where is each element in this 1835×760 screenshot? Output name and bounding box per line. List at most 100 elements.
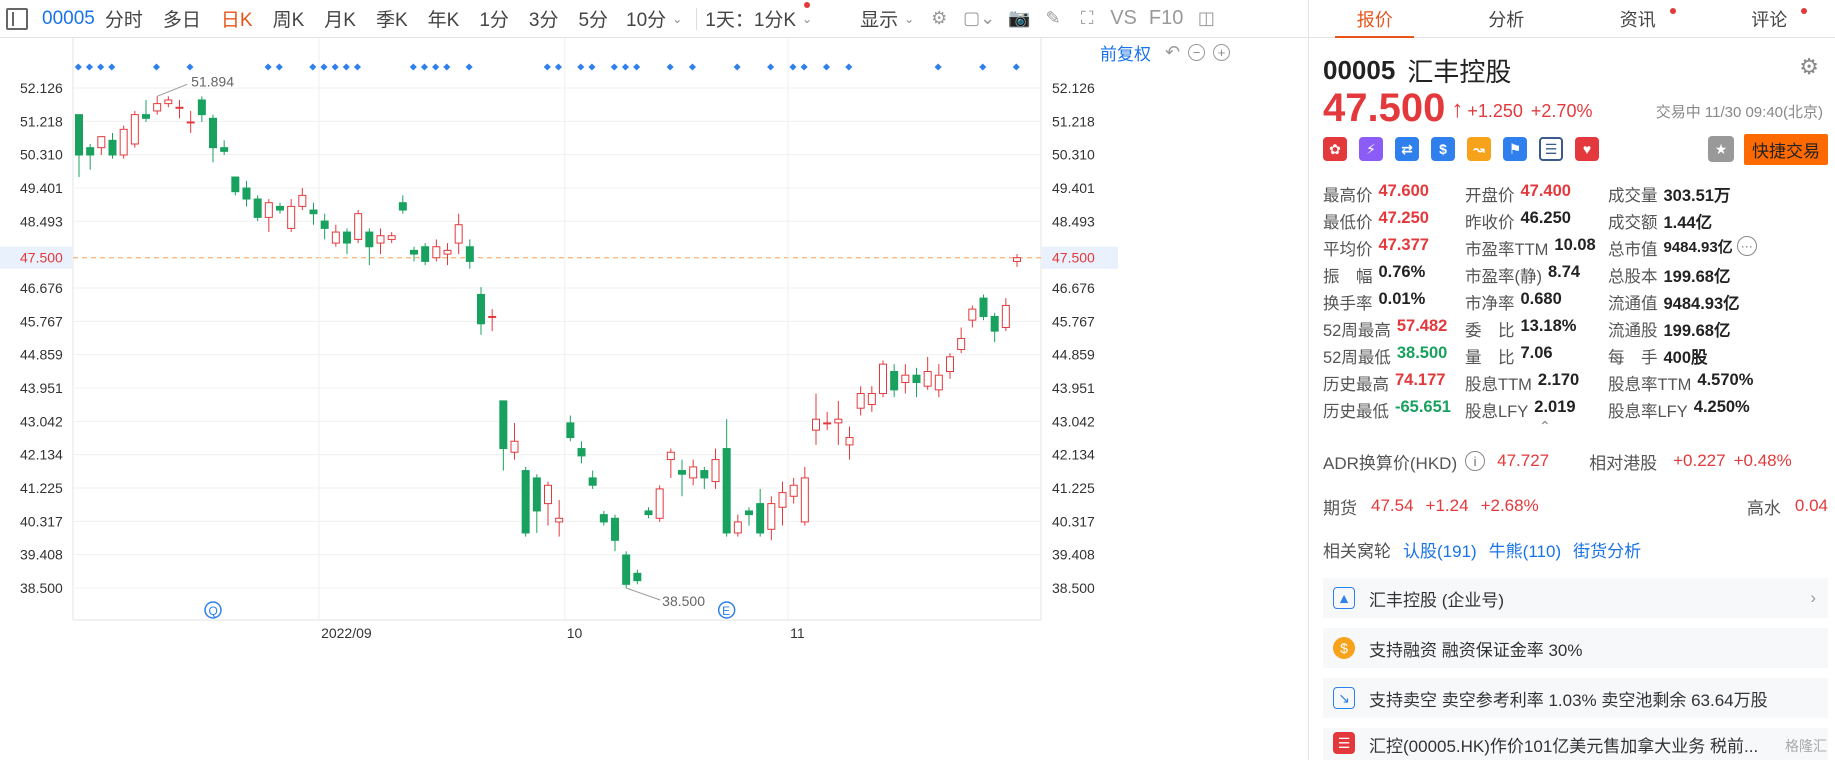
y-tick-label: 46.676: [1052, 280, 1095, 296]
hk-flower-icon[interactable]: ✿: [1323, 137, 1347, 161]
stat-cell: 市净率 0.680: [1465, 290, 1608, 314]
event-marker: [309, 63, 317, 71]
tag-icon[interactable]: ⚑: [1503, 137, 1527, 161]
zoom-in-icon[interactable]: +: [1213, 44, 1231, 61]
quick-trade-button[interactable]: 快捷交易: [1744, 133, 1828, 165]
sidebar-toggle-icon[interactable]: [6, 7, 28, 30]
warrants-link[interactable]: 认股(191): [1403, 541, 1477, 561]
building-icon: ▲: [1333, 587, 1355, 609]
stat-label: 总市值: [1608, 240, 1658, 259]
candle-body: [733, 521, 742, 534]
event-marker: [331, 63, 339, 71]
event-marker: [342, 63, 350, 71]
cbbc-link[interactable]: 牛熊(110): [1488, 541, 1562, 561]
news-card[interactable]: ☰ 汇控(00005.HK)作价101亿美元售加拿大业务 税前...: [1323, 728, 1828, 760]
fullscreen-icon[interactable]: ⛶: [1080, 8, 1094, 28]
price-change-pct: +2.70%: [1530, 101, 1593, 121]
panel-tab[interactable]: 分析: [1441, 0, 1573, 37]
period-tab[interactable]: 分时: [104, 10, 143, 31]
period-tab[interactable]: 年K: [427, 10, 460, 31]
adr-value: 47.727: [1497, 451, 1550, 470]
period-tab[interactable]: 1分: [479, 10, 509, 31]
street-analysis-link[interactable]: 街货分析: [1573, 541, 1642, 561]
margin-card[interactable]: $ 支持融资 融资保证金率 30%: [1323, 628, 1828, 668]
stat-label: 振 幅: [1323, 267, 1373, 286]
stat-cell: 总市值 9484.93亿 ···: [1608, 235, 1774, 260]
candle-body: [1013, 257, 1021, 262]
dollar-icon[interactable]: $: [1431, 137, 1455, 161]
panel-tab[interactable]: 评论: [1704, 0, 1835, 37]
y-tick-label: 44.859: [20, 347, 63, 363]
period-tab[interactable]: 3分: [528, 10, 559, 31]
settings-icon[interactable]: ⚙: [931, 8, 948, 28]
period-tab[interactable]: 多日: [162, 10, 201, 31]
stats-row: 平均价 47.377 市盈率TTM 10.08 总市值 9484.93亿 ···: [1323, 234, 1833, 261]
more-icon[interactable]: ···: [1736, 235, 1757, 256]
premium-value: 0.04: [1794, 496, 1828, 515]
event-marker: [432, 63, 440, 71]
shuffle-icon[interactable]: ⇄: [1395, 137, 1419, 161]
stock-code-tab[interactable]: 00005: [42, 7, 95, 29]
stat-cell: 52周最高 57.482: [1323, 317, 1465, 341]
candle-body: [912, 374, 921, 384]
panel-toggle-icon[interactable]: ◫: [1197, 8, 1215, 28]
candle-body: [834, 418, 843, 424]
period-select[interactable]: 1天：1分K ⌄: [705, 2, 812, 32]
lightning-icon[interactable]: ⚡: [1359, 137, 1383, 161]
event-marker: [666, 63, 674, 71]
period-tab[interactable]: 周K: [272, 10, 305, 31]
event-marker: [979, 63, 987, 71]
panel-tab[interactable]: 报价: [1309, 0, 1441, 38]
stats-row: 52周最低 38.500 量 比 7.06 每 手 400股: [1323, 342, 1833, 369]
min10-select[interactable]: 10分 ⌄: [626, 10, 683, 31]
candle-body: [130, 114, 139, 145]
period-tab[interactable]: 月K: [324, 10, 356, 31]
futures-row: 期货 47.54 +1.24 +2.68% 高水 0.04: [1323, 493, 1828, 519]
bell-icon[interactable]: ★: [1708, 136, 1734, 162]
panel-tab[interactable]: 资讯: [1572, 0, 1704, 37]
adr-row: ADR换算价(HKD) i 47.727 相对港股 +0.227 +0.48%: [1323, 448, 1828, 474]
compare-button[interactable]: VS: [1110, 7, 1137, 29]
adjust-select[interactable]: 前复权: [1100, 45, 1151, 64]
f10-button[interactable]: F10: [1148, 7, 1184, 29]
period-tab[interactable]: 5分: [578, 10, 609, 31]
candle-body: [499, 400, 508, 450]
stat-cell: 历史最低 -65.651: [1323, 398, 1465, 422]
stat-label: 最高价: [1323, 186, 1373, 205]
candle-body: [387, 235, 396, 240]
y-tick-label: 46.676: [20, 280, 63, 296]
expand-icon[interactable]: ⌃: [1539, 418, 1551, 434]
period-tab[interactable]: 日K: [220, 10, 253, 31]
draw-icon[interactable]: ✎: [1045, 8, 1061, 28]
info-icon[interactable]: i: [1465, 451, 1486, 471]
candle-body: [153, 103, 162, 112]
period-tab[interactable]: 季K: [375, 10, 408, 31]
warrants-label: 相关窝轮: [1323, 541, 1391, 561]
trend-icon[interactable]: ↝: [1467, 137, 1491, 161]
candle-body: [86, 147, 95, 156]
event-marker: [320, 63, 328, 71]
event-marker: [465, 63, 473, 71]
display-select[interactable]: 显示 ⌄: [860, 10, 915, 31]
stat-value: 13.18%: [1520, 316, 1577, 335]
zoom-out-icon[interactable]: −: [1188, 44, 1206, 61]
camera-icon[interactable]: 📷: [1008, 8, 1031, 28]
y-tick-label: 45.767: [1052, 313, 1095, 329]
report-icon[interactable]: ☰: [1539, 137, 1563, 161]
event-marker: [409, 63, 417, 71]
candle-body: [97, 136, 106, 149]
stat-cell: 市盈率(静) 8.74: [1465, 263, 1608, 287]
company-card[interactable]: ▲ 汇丰控股 (企业号) ›: [1323, 578, 1828, 618]
y-tick-label: 43.951: [1052, 380, 1095, 396]
y-tick-label: 44.859: [1052, 347, 1095, 363]
kline-chart[interactable]: 52.126 52.126 51.218 51.218 50.310 50.310 49.4…: [0, 38, 1308, 760]
reset-icon[interactable]: ↶: [1165, 42, 1181, 62]
stats-row: 历史最低 -65.651 股息LFY 2.019 股息率LFY 4.250%: [1323, 396, 1833, 423]
gear-icon[interactable]: ⚙: [1799, 54, 1819, 79]
stat-cell: 每 手 400股: [1608, 344, 1774, 368]
layout-icon[interactable]: ▢⌄: [963, 8, 996, 28]
heart-icon[interactable]: ♥: [1575, 137, 1599, 161]
stat-value: 8.74: [1548, 262, 1581, 281]
short-sell-card[interactable]: ↘ 支持卖空 卖空参考利率 1.03% 卖空池剩余 63.64万股: [1323, 678, 1828, 718]
up-arrow-icon: ↑: [1451, 96, 1464, 123]
